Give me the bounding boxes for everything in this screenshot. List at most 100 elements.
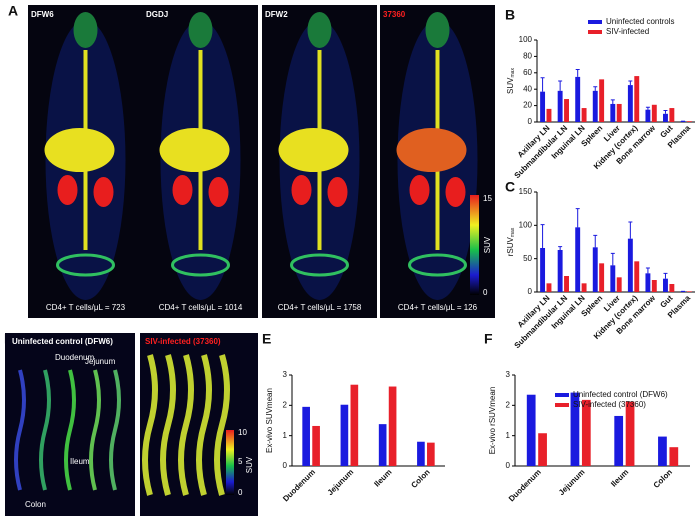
liver [278, 128, 349, 172]
bar [669, 284, 675, 292]
y-tick-label: 2 [283, 400, 288, 409]
bar [669, 108, 675, 122]
legend-swatch [588, 20, 602, 24]
head [73, 12, 98, 48]
y-tick-label: 60 [523, 68, 532, 77]
y-axis-label-sub: max [510, 68, 516, 78]
error-bar [663, 110, 668, 114]
y-tick-label: 150 [519, 187, 533, 196]
x-tick-label: Colon [409, 467, 431, 489]
bar [645, 273, 651, 292]
liver [396, 128, 467, 172]
kidney [409, 175, 430, 205]
pelvis [56, 253, 115, 277]
gut-loop [160, 354, 176, 496]
error-bar [628, 221, 633, 239]
y-axis-label: rSUVmax [506, 227, 516, 256]
bar [417, 441, 425, 466]
bar [581, 399, 591, 466]
y-tick-label: 2 [506, 400, 511, 409]
legend-swatch [555, 393, 569, 397]
scan-caption: CD4+ T cells/μL = 1758 [278, 303, 362, 312]
colorbar-title: SUV [483, 236, 492, 253]
kidney [208, 177, 229, 207]
bar [557, 250, 563, 292]
bar [627, 238, 633, 292]
scan-name: DFW6 [31, 10, 54, 19]
error-bar [663, 272, 668, 279]
bar [592, 90, 598, 122]
legend-label: SIV-infected [606, 27, 649, 36]
legend-label: Uninfected control (DFW6) [573, 390, 668, 399]
y-tick-label: 3 [283, 370, 288, 379]
y-tick-label: 0 [283, 461, 288, 470]
x-tick-label: Ileum [609, 468, 630, 489]
bar [610, 265, 616, 292]
error-bar [645, 106, 650, 110]
x-tick-label: Duodenum [281, 468, 317, 504]
y-tick-label: 20 [523, 101, 532, 110]
colorbar-label: 0 [483, 288, 488, 297]
gut-loop [14, 369, 26, 491]
legend-label: SIV-infected (37360) [573, 400, 646, 409]
x-tick-label: Colon [652, 467, 674, 489]
y-tick-label: 0 [506, 461, 511, 470]
y-axis-label: Ex-vivo rSUVmean [488, 387, 497, 455]
y-tick-label: 50 [523, 254, 532, 263]
bar [340, 404, 349, 466]
colorbar [226, 430, 234, 495]
y-tick-label: 100 [519, 35, 533, 44]
bar [627, 85, 633, 122]
error-bar [593, 86, 598, 91]
panel-label: B [505, 7, 515, 23]
gut-loop [64, 369, 76, 491]
bar [538, 433, 547, 466]
bar [557, 90, 563, 122]
bar [599, 263, 605, 292]
segment-label: Colon [25, 500, 46, 509]
panel-label: C [505, 179, 515, 195]
colorbar [470, 195, 479, 295]
error-bar [628, 80, 633, 86]
image-title: Uninfected control (DFW6) [12, 337, 113, 346]
bar [575, 227, 581, 292]
bar [575, 76, 581, 122]
y-axis-label: Ex-vivo SUVmean [265, 388, 274, 453]
gut-loop [109, 369, 121, 491]
bar [564, 276, 569, 292]
pelvis [171, 253, 230, 277]
scan-caption: CD4+ T cells/μL = 723 [46, 303, 126, 312]
pelvis [290, 253, 349, 277]
bar [564, 99, 569, 122]
x-tick-label: Jejunum [557, 468, 587, 498]
kidney [57, 175, 78, 205]
bar [350, 384, 359, 466]
y-axis-label-main: rSUV [506, 237, 515, 257]
bar [546, 283, 552, 292]
head [307, 12, 332, 48]
bar [645, 109, 651, 122]
colorbar-label: 0 [238, 488, 243, 497]
gut-loop [196, 354, 212, 496]
bar [388, 386, 397, 466]
error-bar [610, 99, 615, 104]
y-tick-label: 0 [528, 117, 533, 126]
bar [651, 104, 657, 122]
gut-loop [89, 369, 101, 491]
error-bar [558, 80, 563, 91]
colorbar-label: 5 [238, 457, 243, 466]
head [425, 12, 450, 48]
bar [686, 291, 692, 292]
y-tick-label: 1 [283, 431, 288, 440]
bar [570, 392, 580, 466]
kidney [327, 177, 348, 207]
segment-label: Duodenum [55, 353, 94, 362]
bar [616, 277, 622, 292]
bar [581, 108, 587, 122]
bar [581, 283, 587, 292]
x-tick-label: Ileum [372, 468, 393, 489]
segment-label: Ileum [70, 457, 90, 466]
kidney [445, 177, 466, 207]
legend-swatch [555, 403, 569, 407]
